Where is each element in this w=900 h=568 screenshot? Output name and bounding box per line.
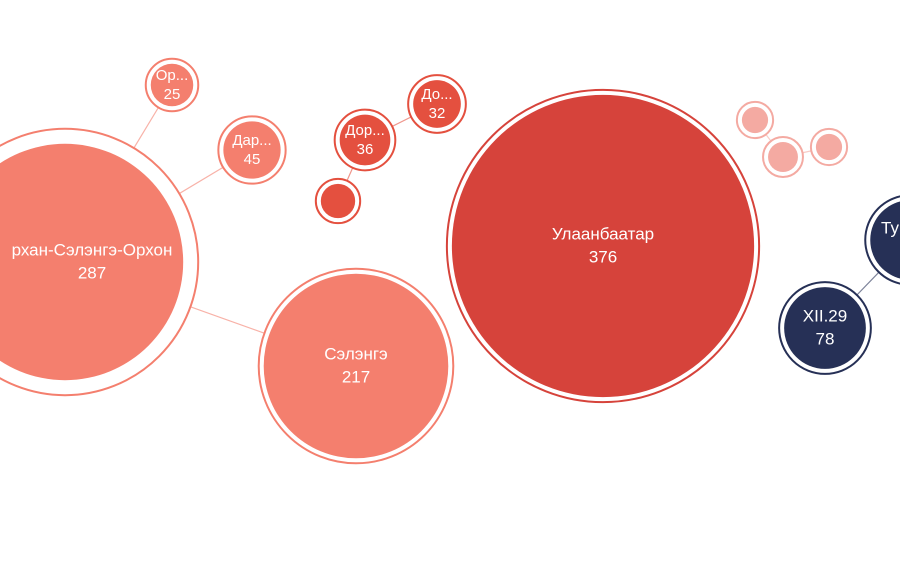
bubble — [339, 114, 391, 166]
bubble — [768, 142, 798, 172]
bubble-value: 32 — [429, 105, 446, 122]
bubble — [815, 133, 843, 161]
bubble — [263, 273, 449, 459]
bubble-value: 287 — [78, 263, 106, 282]
bubble-label: рхан-Сэлэнгэ-Орхон — [12, 240, 173, 259]
bubble — [320, 183, 356, 219]
bubble-value: 36 — [357, 141, 374, 158]
bubble-label: Ор... — [156, 67, 189, 84]
bubble — [413, 80, 461, 128]
bubble-label: Улаанбаатар — [552, 224, 654, 243]
bubble — [0, 143, 184, 381]
bubble-value: 45 — [244, 151, 261, 168]
bubble-label: Сэлэнгэ — [324, 344, 387, 363]
bubble — [741, 106, 769, 134]
bubble-value: 25 — [164, 86, 181, 103]
bubble — [451, 94, 755, 398]
bubble — [223, 121, 281, 179]
bubble-label: До... — [421, 86, 452, 103]
bubble-label: Дар... — [232, 132, 271, 149]
bubble — [150, 63, 194, 107]
bubble-value: 217 — [342, 367, 370, 386]
bubble-value: 78 — [816, 329, 835, 348]
bubble — [870, 201, 900, 279]
bubble-value: 376 — [589, 247, 617, 266]
bubble-label: XII.29 — [803, 306, 847, 325]
bubble-label: Ту — [881, 218, 899, 237]
bubble — [784, 287, 866, 369]
bubble-label: Дор... — [345, 122, 385, 139]
